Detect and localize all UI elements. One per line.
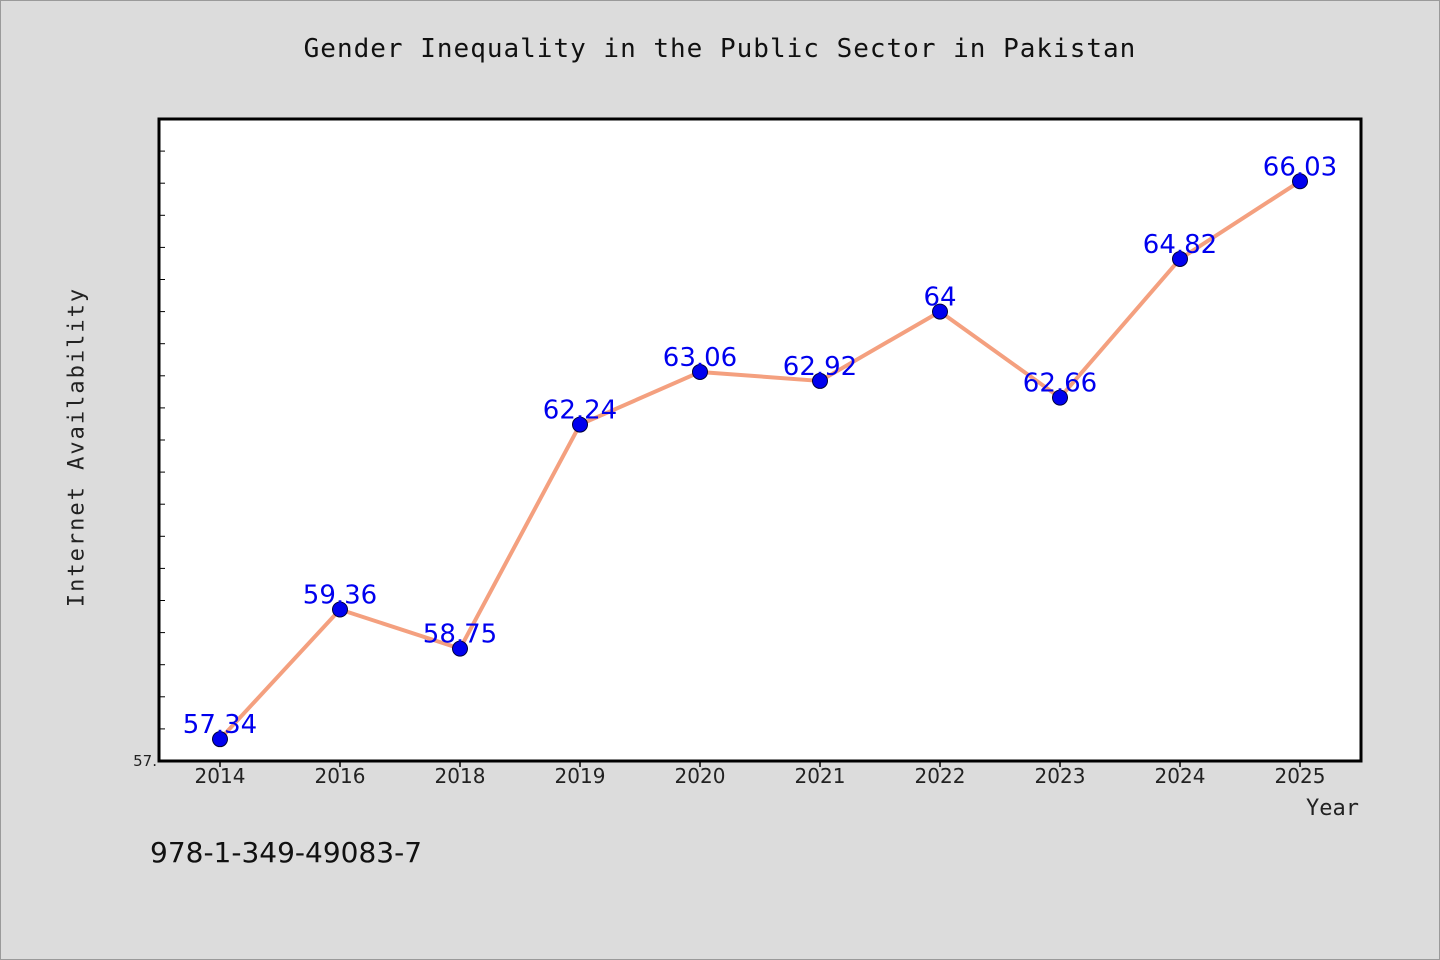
plot-border [157,117,1363,763]
data-label: 58.75 [423,620,497,650]
x-tick-label: 2025 [1275,764,1326,788]
data-label: 62.24 [543,396,617,426]
data-point [812,372,828,389]
data-label: 62.66 [1023,369,1097,399]
data-label: 64 [923,283,956,313]
y-tick-label: 57. [133,752,157,770]
x-tick-label: 2018 [435,764,486,788]
data-point [1172,250,1188,267]
data-point [692,363,708,380]
data-label: 66.03 [1263,152,1337,182]
plot-area [159,119,1361,761]
x-tick-label: 2021 [795,764,846,788]
x-tick-label: 2024 [1155,764,1206,788]
data-label: 63.06 [663,343,737,373]
data-point [332,601,348,618]
data-point [572,416,588,433]
x-tick-label: 2022 [915,764,966,788]
data-point [1292,173,1308,190]
x-tick-label: 2020 [675,764,726,788]
x-tick-label: 2016 [315,764,366,788]
data-label: 57.34 [183,710,257,740]
footer-code: 978-1-349-49083-7 [150,836,423,869]
x-tick-label: 2019 [555,764,606,788]
data-label: 59.36 [303,580,377,610]
chart-title: Gender Inequality in the Public Sector i… [303,34,1137,64]
x-axis-label: Year [1306,796,1359,821]
series-line [218,179,1302,742]
data-label: 62.92 [783,352,857,382]
x-tick-label: 2014 [195,764,246,788]
data-point [932,303,948,320]
x-tick-label: 2023 [1035,764,1086,788]
data-point [212,731,228,748]
data-point [1052,389,1068,406]
data-point [452,640,468,657]
data-label: 64.82 [1143,230,1217,260]
